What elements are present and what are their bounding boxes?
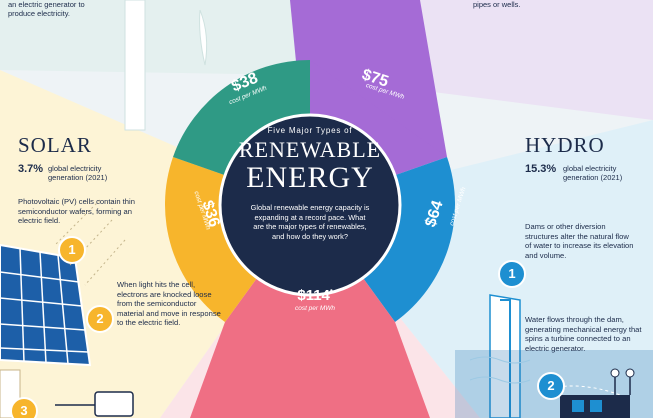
center-kicker: Five Major Types of — [267, 126, 353, 135]
solar-intro: Photovoltaic (PV) cells contain thin sem… — [18, 197, 135, 226]
biomass-price-value: $114 — [297, 287, 330, 304]
solar-step-2-text: When light hits the cell, electrons are … — [117, 280, 221, 328]
hydro-intro: Dams or other diversion structures alter… — [525, 222, 634, 260]
biomass-price: $114* — [285, 287, 345, 304]
solar-share-label: global electricity generation (2021) — [48, 164, 108, 182]
biomass-cost-label: cost per MWh — [294, 305, 336, 312]
solar-step-1-badge: 1 — [58, 236, 86, 264]
biomass-segment — [190, 205, 430, 418]
hydro-share: 15.3% — [525, 163, 557, 175]
biomass-price-mark: * — [329, 289, 333, 296]
wind-text-fragment: an electric generator to produce electri… — [8, 0, 85, 18]
center-hub — [220, 115, 400, 295]
center-description: Global renewable energy capacity is expa… — [250, 203, 370, 241]
solar-step-2-badge: 2 — [86, 305, 114, 333]
energy-wheel — [164, 0, 456, 418]
wind-turbine-illustration — [124, 0, 208, 131]
hydro-title: HYDRO — [525, 133, 605, 157]
hydro-step-2-badge: 2 — [537, 372, 565, 400]
wind-background — [0, 0, 300, 75]
hydro-step-2-text: Water flows through the dam, generating … — [525, 315, 642, 353]
hydro-share-label: global electricity generation (2021) — [563, 164, 623, 182]
center-title-line1: RENEWABLE — [238, 137, 382, 162]
hydro-step-1-badge: 1 — [498, 260, 526, 288]
geothermal-text-fragment: pipes or wells. — [473, 0, 521, 9]
solar-title: SOLAR — [18, 133, 92, 157]
center-title-line2: ENERGY — [246, 161, 374, 194]
solar-share: 3.7% — [18, 163, 44, 175]
water-lines — [469, 356, 531, 384]
solar-step-3-badge: 3 — [10, 397, 38, 418]
